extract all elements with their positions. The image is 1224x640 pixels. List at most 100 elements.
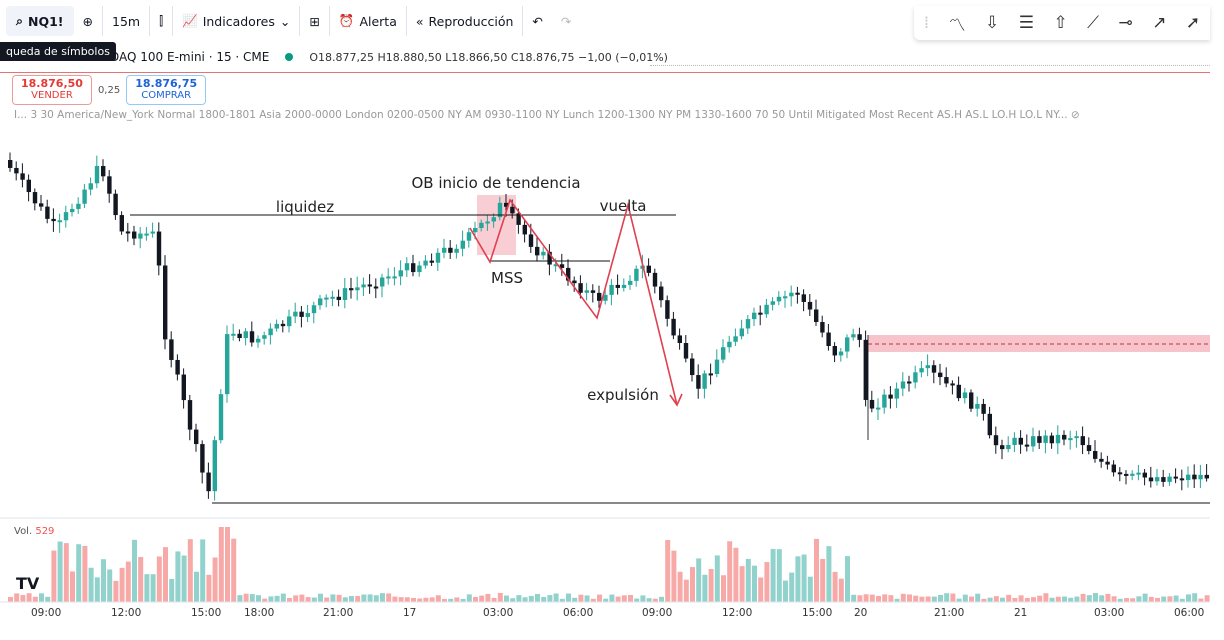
candle-body (256, 338, 261, 343)
candle-body (578, 283, 583, 293)
volume-bar (485, 593, 491, 602)
replay-label: Reproducción (428, 13, 514, 29)
volume-bar (559, 598, 565, 602)
volume-bar (26, 593, 32, 602)
volume-bar (200, 539, 206, 602)
volume-bar (504, 595, 509, 602)
candle-body (721, 347, 726, 360)
tooltip: queda de símbolos (0, 42, 116, 61)
candle-body (541, 251, 546, 256)
volume-bar (187, 539, 193, 602)
volume-bar (1055, 596, 1061, 602)
candle-body (423, 260, 428, 266)
divider (650, 65, 1210, 66)
volume-bar (1111, 596, 1117, 602)
volume-bar (1204, 595, 1210, 602)
indicators-label: Indicadores (202, 13, 275, 29)
horizontal-ray-icon[interactable]: ⊸ (1118, 13, 1133, 33)
volume-bar (1049, 597, 1055, 602)
compare-button[interactable]: ⊕ (74, 6, 103, 36)
candle-body (1080, 436, 1085, 446)
volume-bar (516, 595, 522, 602)
volume-bar (231, 538, 237, 602)
pattern-icon[interactable]: 〽 (948, 15, 966, 36)
volume-bar (609, 594, 615, 602)
volume-bar (256, 595, 261, 602)
candle-body (485, 221, 490, 224)
hide-eye-icon[interactable]: ⊘ (1070, 109, 1080, 121)
layouts-button[interactable]: ⊞ (300, 6, 330, 36)
candle-body (466, 232, 472, 241)
candle-body (101, 166, 106, 177)
indicator-legend[interactable]: I... 3 30 America/New_York Normal 1800-1… (14, 109, 1080, 121)
candle-body (1111, 464, 1116, 473)
volume-bar (981, 598, 987, 602)
indicators-button[interactable]: 📈 Indicadores ⌄ (173, 6, 301, 36)
volume-bar (435, 595, 441, 602)
volume-bar (888, 595, 894, 602)
candle-body (336, 296, 341, 300)
candle-body (305, 313, 310, 317)
parallel-lines-icon[interactable]: ☰ (1018, 13, 1034, 33)
volume-bar (1186, 594, 1191, 602)
candle-body (442, 247, 447, 253)
arrow-icon[interactable]: ↗ (1152, 13, 1167, 33)
candle-body (603, 294, 608, 301)
candle-body (869, 399, 875, 409)
candle-body (1124, 473, 1129, 476)
volume-bar (107, 569, 113, 602)
volume-bar (1062, 596, 1067, 602)
time-tick: 15:00 (802, 607, 833, 619)
interval-label: 15m (112, 13, 141, 29)
volume-bar (45, 596, 51, 602)
volume-bar (739, 566, 745, 602)
candle-body (181, 374, 186, 401)
return-label: vuelta (600, 197, 647, 215)
liquidity-label: liquidez (276, 198, 334, 216)
buy-button[interactable]: 18.876,75 COMPRAR (126, 75, 207, 105)
volume-bar (683, 579, 689, 602)
volume-bar (113, 580, 119, 602)
alert-button[interactable]: ⏰ Alerta (330, 6, 407, 36)
volume-bar (1130, 598, 1136, 602)
candle-body (516, 213, 521, 225)
volume-bar (590, 598, 596, 602)
arrow-marker-icon[interactable]: ➚ (1185, 13, 1201, 33)
candle-body (1006, 444, 1011, 450)
candle-body (981, 403, 986, 414)
spread: 0,25 (97, 84, 121, 96)
replay-button[interactable]: «Reproducción (407, 6, 524, 36)
candle-body (1136, 472, 1141, 475)
volume-bar (522, 597, 528, 602)
candle-body (1142, 472, 1147, 478)
drag-handle-icon[interactable]: ⁞ (923, 13, 930, 33)
chart-type-button[interactable]: ⫿ (150, 6, 174, 36)
volume-bar (832, 571, 838, 602)
volume-bar (473, 596, 478, 602)
volume-bar (206, 574, 212, 602)
volume-bar (63, 543, 69, 602)
candle-body (107, 176, 112, 194)
trend-line-icon[interactable]: ⟋ (1087, 13, 1100, 33)
candle-body (330, 296, 335, 299)
trade-buttons: 18.876,50 VENDER 0,25 18.876,75 COMPRAR (12, 75, 207, 105)
undo-button[interactable]: ↶ (523, 6, 551, 36)
candle-body (274, 323, 279, 329)
candle-body (745, 319, 751, 329)
arrow-up-icon[interactable]: ⇧ (1053, 13, 1068, 33)
candle-body (361, 284, 366, 288)
volume-bar (690, 567, 695, 602)
sell-button[interactable]: 18.876,50 VENDER (12, 75, 92, 105)
interval-button[interactable]: 15m (103, 6, 151, 36)
arrow-down-icon[interactable]: ⇩ (985, 13, 1000, 33)
volume-bar (454, 597, 460, 602)
price-line (0, 72, 1210, 73)
redo-button[interactable]: ↷ (552, 6, 580, 36)
time-tick: 09:00 (31, 607, 62, 619)
volume-bar (671, 550, 677, 602)
volume-bar (355, 596, 361, 602)
candle-body (491, 217, 496, 222)
symbol-search-button[interactable]: ⌕ NQ1! (6, 6, 74, 36)
volume-bar (1000, 597, 1005, 602)
